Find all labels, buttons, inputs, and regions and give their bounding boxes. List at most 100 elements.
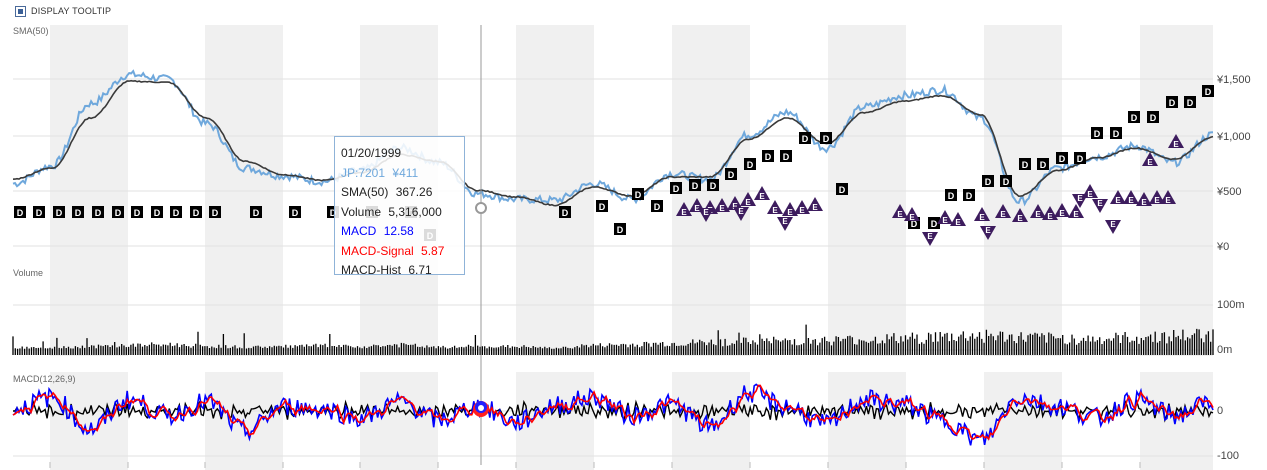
dividend-marker-label: D [212, 208, 219, 218]
earnings-marker [1142, 152, 1158, 166]
event-markers[interactable]: D D D D D D D D D D D D D D D D D D D D D D D D D D D D D D D D D D D D D D D D… [14, 85, 1214, 246]
dividend-marker-label: D [654, 202, 661, 212]
cursor-dot-center [478, 405, 484, 411]
dividend-marker-label: D [154, 208, 161, 218]
year-band [1140, 372, 1213, 470]
dividend-marker-label: D [95, 208, 102, 218]
earnings-marker-label: E [812, 203, 818, 212]
dividend-marker [112, 206, 124, 218]
dividend-marker [744, 158, 756, 170]
tooltip-date: 01/20/1999 [341, 146, 402, 160]
earnings-marker [727, 196, 743, 210]
tooltip-sma-value: 367.26 [395, 185, 433, 199]
dividend-marker-label: D [1150, 113, 1157, 123]
dividend-marker [799, 132, 811, 144]
earnings-marker [1149, 190, 1165, 204]
dividend-marker [1128, 111, 1140, 123]
dividend-marker-label: D [1113, 129, 1120, 139]
earnings-marker-label: E [1115, 196, 1121, 205]
dividend-marker-label: D [292, 208, 299, 218]
dividend-marker [190, 206, 202, 218]
dividend-marker-label: D [1077, 154, 1084, 164]
earnings-marker-label: E [719, 204, 725, 213]
dividend-marker [670, 182, 682, 194]
tooltip-sma-row: SMA(50) 367.26 [341, 183, 458, 203]
tooltip-hist-value: 6.71 [408, 263, 432, 277]
tooltip-signal-value: 5.87 [421, 243, 445, 258]
dividend-marker [982, 175, 994, 187]
macd-signal-line [12, 384, 1214, 441]
dividend-marker-label: D [985, 177, 992, 187]
macd-panel-label: MACD(12,26,9) [13, 374, 76, 384]
dividend-marker-label: D [692, 181, 699, 191]
macd-hist-line [13, 398, 1214, 423]
earnings-marker-label: E [1047, 212, 1053, 221]
earnings-marker [1110, 190, 1126, 204]
earnings-marker [1123, 190, 1139, 204]
tooltip-hist-row: MACD-Hist 6.71 [341, 261, 458, 281]
earnings-marker [767, 200, 783, 214]
tooltip-checkbox[interactable] [15, 5, 26, 17]
dividend-marker-label: D [823, 134, 830, 144]
dividend-marker-label: D [562, 208, 569, 218]
earnings-marker-label: E [703, 208, 709, 217]
dividend-marker-label: D [911, 219, 918, 229]
earnings-marker [754, 186, 770, 200]
earnings-marker [1160, 190, 1176, 204]
dividend-marker [170, 206, 182, 218]
y-axis-labels: ¥1,500 ¥1,000 ¥500 ¥0 100m 0m 0 -100 [1216, 74, 1251, 462]
price-axis-tick: ¥1,000 [1216, 131, 1251, 143]
price-cursor-dot [475, 202, 487, 214]
dividend-marker-label: D [56, 208, 63, 218]
earnings-marker-label: E [1165, 196, 1171, 205]
dividend-marker-label: D [765, 152, 772, 162]
earnings-marker [807, 197, 823, 211]
earnings-marker-label: E [759, 192, 765, 201]
earnings-marker [892, 204, 908, 218]
earnings-marker-label: E [955, 218, 961, 227]
earnings-marker [1012, 208, 1028, 222]
dividend-marker-label: D [783, 152, 790, 162]
volume-panel-label: Volume [13, 268, 43, 278]
tooltip-hist-label: MACD-Hist [341, 263, 401, 277]
year-band [828, 372, 906, 470]
earnings-marker [1168, 134, 1184, 148]
dividend-marker-label: D [134, 208, 141, 218]
dividend-marker-label: D [635, 190, 642, 200]
earnings-marker [1042, 206, 1058, 220]
earnings-marker [1072, 194, 1088, 208]
dividend-marker [1091, 127, 1103, 139]
dividend-marker [1202, 85, 1214, 97]
earnings-marker-label: E [732, 202, 738, 211]
earnings-marker [995, 204, 1011, 218]
volume-axis-tick: 0m [1217, 344, 1232, 356]
earnings-marker [714, 198, 730, 212]
earnings-marker-label: E [1147, 158, 1153, 167]
dividend-marker-label: D [1205, 87, 1212, 97]
earnings-marker-label: E [772, 206, 778, 215]
dividend-marker [1147, 111, 1159, 123]
tooltip-signal-row: MACD-Signal 5.87 [341, 242, 458, 262]
earnings-marker-label: E [1000, 210, 1006, 219]
dividend-marker [559, 206, 571, 218]
earnings-marker-label: E [1017, 214, 1023, 223]
earnings-marker-label: E [782, 217, 788, 226]
tooltip-volume-row: Volume 5,316,000 [341, 203, 458, 223]
dividend-marker [1000, 175, 1012, 187]
earnings-marker [1030, 204, 1046, 218]
dividend-marker [707, 179, 719, 191]
dividend-marker [14, 206, 26, 218]
dividend-marker-label: D [1094, 129, 1101, 139]
display-tooltip-toggle[interactable]: DISPLAY TOOLTIP [15, 4, 111, 18]
dividend-marker-label: D [1040, 160, 1047, 170]
earnings-marker [974, 207, 990, 221]
dividend-marker-label: D [966, 191, 973, 201]
dividend-marker [33, 206, 45, 218]
earnings-marker-label: E [787, 208, 793, 217]
dividend-marker [836, 183, 848, 195]
dividend-marker [945, 189, 957, 201]
data-tooltip: 01/20/1999 JP:7201 ¥411 SMA(50) 367.26 V… [334, 136, 465, 277]
dividend-marker-label: D [253, 208, 260, 218]
dividend-marker-label: D [1022, 160, 1029, 170]
